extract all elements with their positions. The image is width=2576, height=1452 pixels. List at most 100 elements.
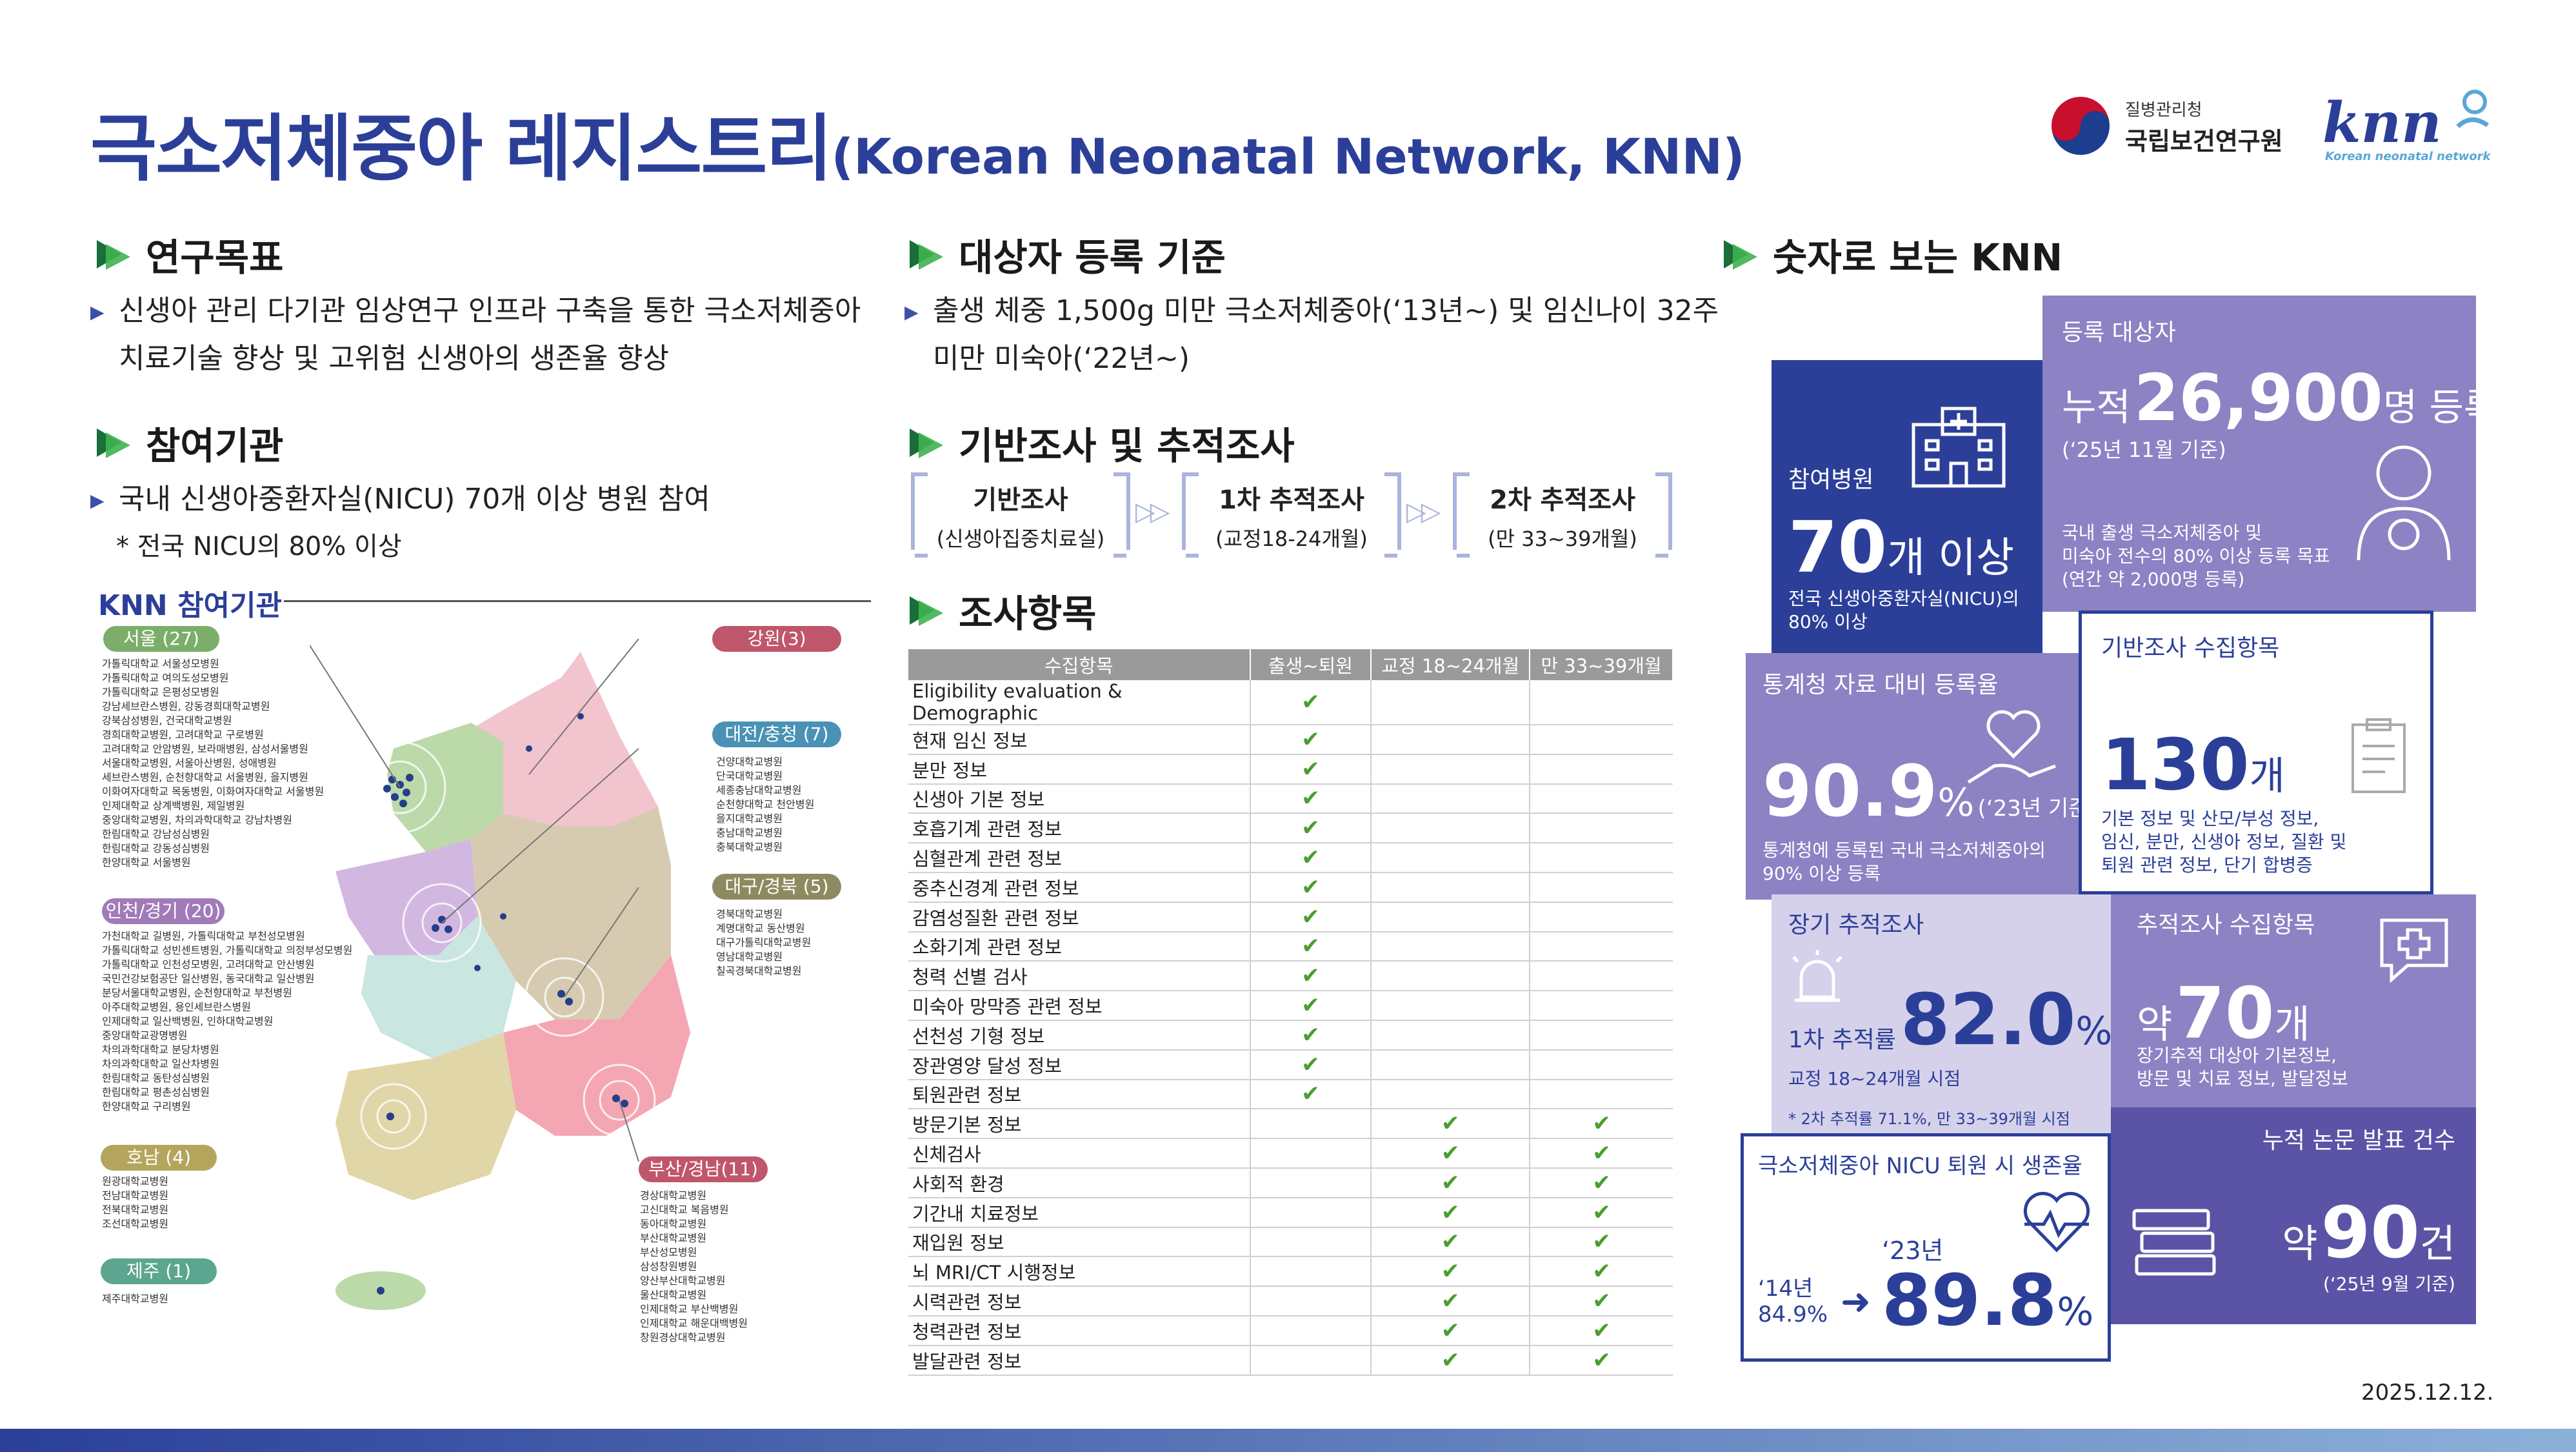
stat-title: 참여병원 — [1788, 467, 1874, 493]
stat-desc: 장기추적 대상아 기본정보, 방문 및 치료 정보, 발달정보 — [2137, 1044, 2348, 1091]
survey-item-name: 방문기본 정보 — [908, 1109, 1250, 1140]
region-label-incheon: 인천/경기 (20) — [102, 898, 225, 924]
survey-item-name: 장관영양 달성 정보 — [908, 1049, 1250, 1080]
survey-item-name: 호흡기계 관련 정보 — [908, 813, 1250, 844]
survey-row: 사회적 환경 ✔ ✔ — [908, 1167, 1673, 1198]
stat-hospitals: 참여병원 70개 이상 전국 신생아중환자실(NICU)의 80% 이상 — [1772, 360, 2042, 657]
check-icon: ✔ — [1529, 1227, 1673, 1258]
stat-title: 등록 대상자 — [2062, 319, 2177, 346]
survey-empty-cell — [1529, 961, 1673, 992]
survey-row: 장관영양 달성 정보 ✔ — [908, 1049, 1673, 1080]
stat-value-2014: 84.9% — [1758, 1302, 1828, 1327]
flow-step-first: 1차 추적조사 (교정18-24개월) — [1182, 472, 1401, 558]
stat-value: 89.8% — [1882, 1259, 2093, 1342]
survey-item-name: 기간내 치료정보 — [908, 1197, 1250, 1228]
flow-step-sub: (신생아집중치료실) — [936, 527, 1105, 551]
medical-chat-icon — [2380, 918, 2448, 983]
goal-text-line2: 치료기술 향상 및 고위험 신생아의 생존율 향상 — [119, 342, 670, 375]
check-icon: ✔ — [1529, 1197, 1673, 1228]
survey-empty-cell — [1249, 1286, 1372, 1316]
survey-row: 중추신경계 관련 정보 ✔ — [908, 872, 1673, 903]
survey-row: 분만 정보 ✔ — [908, 754, 1673, 785]
followup-flow: 기반조사 (신생아집중치료실) ▷▷ 1차 추적조사 (교정18-24개월) ▷▷ … — [911, 472, 1672, 558]
goal-heading-text: 연구목표 — [146, 236, 284, 279]
siren-icon — [1792, 950, 1842, 1002]
clipboard-icon — [2351, 718, 2406, 793]
section-arrow-icon — [910, 237, 943, 271]
hospital-list-incheon: 가천대학교 길병원, 가톨릭대학교 부천성모병원 가톨릭대학교 성빈센트병원, … — [102, 930, 353, 1113]
check-icon: ✔ — [1529, 1256, 1673, 1287]
participants-note: * 전국 NICU의 80% 이상 — [116, 532, 402, 561]
stat-2014: ‘14년 84.9% — [1758, 1276, 1828, 1327]
hospital-list-busan: 경상대학교병원 고신대학교 복음병원 동아대학교병원 부산대학교병원 부산성모병… — [640, 1189, 748, 1344]
survey-row: 방문기본 정보 ✔ ✔ — [908, 1109, 1673, 1140]
org-name: 국립보건연구원 — [2125, 127, 2283, 156]
bottom-bar — [0, 1429, 2576, 1452]
survey-row: 신생아 기본 정보 ✔ — [908, 783, 1673, 814]
stat-baseline-items: 기반조사 수집항목 130개 기본 정보 및 산모/부성 정보, 임신, 분만, … — [2079, 610, 2433, 894]
stat-desc-line: 장기추적 대상아 기본정보, — [2137, 1045, 2337, 1066]
survey-row: 호흡기계 관련 정보 ✔ — [908, 813, 1673, 844]
survey-item-name: 분만 정보 — [908, 754, 1250, 785]
criteria-heading-text: 대상자 등록 기준 — [959, 236, 1226, 279]
survey-empty-cell — [1249, 1109, 1372, 1140]
stat-basis: (‘25년 9월 기준) — [2322, 1273, 2455, 1295]
map-hospital-dots — [377, 713, 628, 1295]
survey-item-name: 발달관련 정보 — [908, 1345, 1250, 1376]
stat-registration: 등록 대상자 누적 26,900명 등록 (‘25년 11월 기준) 국내 출생… — [2042, 296, 2498, 612]
survey-empty-cell — [1370, 725, 1530, 755]
title-sub: (Korean Neonatal Network, KNN) — [831, 128, 1745, 185]
flow-step-second: 2차 추적조사 (만 33~39개월) — [1453, 472, 1672, 558]
survey-empty-cell — [1529, 813, 1673, 844]
survey-item-name: 퇴원관련 정보 — [908, 1079, 1250, 1110]
survey-row: Eligibility evaluation & Demographic ✔ — [908, 680, 1673, 725]
check-icon: ✔ — [1529, 1315, 1673, 1346]
stat-unit: 명 등록 — [2382, 385, 2499, 429]
survey-header-row: 수집항목 출생~퇴원 교정 18~24개월 만 33~39개월 — [908, 649, 1673, 680]
stat-desc-line: 80% 이상 — [1788, 611, 1868, 632]
survey-item-name: 뇌 MRI/CT 시행정보 — [908, 1256, 1250, 1287]
stat-label: 1차 추적률 — [1788, 1027, 1896, 1053]
kdca-logo: 질병관리청 국립보건연구원 — [2045, 90, 2290, 156]
books-icon — [2132, 1209, 2216, 1276]
participants-text: ▶ 국내 신생아중환자실(NICU) 70개 이상 병원 참여 — [90, 476, 710, 524]
check-icon: ✔ — [1249, 961, 1372, 992]
stat-value: 82.0% — [1901, 978, 2112, 1061]
stat-title: 장기 추적조사 — [1788, 912, 1924, 938]
korea-map — [310, 638, 690, 1310]
hospital-list-daejeon: 건양대학교병원 단국대학교병원 세종충남대학교병원 순천향대학교 천안병원 을지… — [716, 756, 815, 853]
flow-step-baseline: 기반조사 (신생아집중치료실) — [911, 472, 1130, 558]
bullet-icon: ▶ — [90, 301, 105, 323]
survey-row: 선천성 기형 정보 ✔ — [908, 1020, 1673, 1051]
stats-heading: 숫자로 보는 KNN — [1724, 227, 2062, 281]
survey-row: 시력관련 정보 ✔ ✔ — [908, 1286, 1673, 1316]
survey-empty-cell — [1370, 680, 1530, 725]
stat-desc-line: (연간 약 2,000명 등록) — [2062, 569, 2245, 590]
survey-empty-cell — [1529, 680, 1673, 725]
check-icon: ✔ — [1249, 1049, 1372, 1080]
stat-unit: % — [2057, 1289, 2094, 1335]
survey-empty-cell — [1370, 754, 1530, 785]
stat-unit: 건 — [2419, 1222, 2455, 1267]
stat-desc-line: 기본 정보 및 산모/부성 정보, — [2101, 808, 2319, 829]
survey-empty-cell — [1529, 902, 1673, 933]
flow-arrow-icon: ▷▷ — [1135, 497, 1170, 527]
stat-desc: 통계청에 등록된 국내 극소저체중아의 90% 이상 등록 — [1762, 839, 2046, 885]
flow-step-title: 2차 추적조사 — [1490, 485, 1635, 515]
stat-unit: 개 — [2274, 1002, 2310, 1047]
survey-empty-cell — [1370, 1020, 1530, 1051]
stat-number: 70 — [1788, 506, 1888, 589]
stat-title: 기반조사 수집항목 — [2101, 635, 2280, 661]
check-icon: ✔ — [1370, 1167, 1530, 1198]
check-icon: ✔ — [1249, 813, 1372, 844]
flow-step-title: 기반조사 — [973, 485, 1068, 515]
stat-desc: 기본 정보 및 산모/부성 정보, 임신, 분만, 신생아 정보, 질환 및 퇴원 … — [2101, 807, 2346, 877]
check-icon: ✔ — [1370, 1345, 1530, 1376]
check-icon: ✔ — [1249, 991, 1372, 1021]
stat-desc-line: 통계청에 등록된 국내 극소저체중아의 — [1762, 840, 2046, 861]
survey-empty-cell — [1529, 1049, 1673, 1080]
stat-desc: 국내 출생 극소저체중아 및 미숙아 전수의 80% 이상 등록 목표 (연간 약 … — [2062, 521, 2330, 591]
survey-row: 발달관련 정보 ✔ ✔ — [908, 1345, 1673, 1376]
survey-item-name: 중추신경계 관련 정보 — [908, 872, 1250, 903]
stat-value: 130개 — [2101, 723, 2285, 806]
